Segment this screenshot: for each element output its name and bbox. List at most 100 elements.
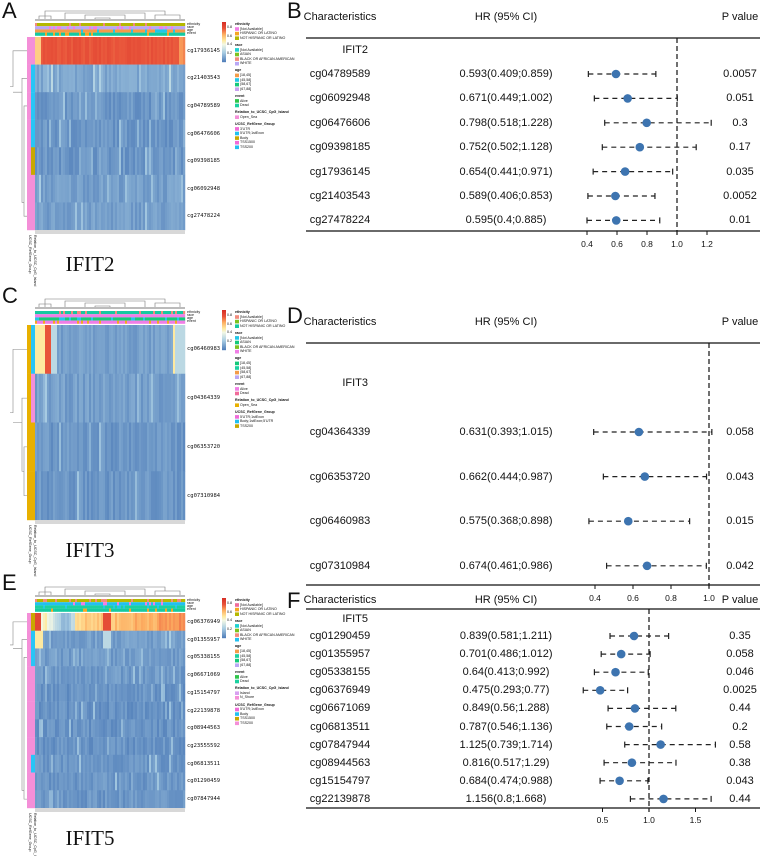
heatmap-cell <box>175 37 178 65</box>
annotation-cell-race <box>67 26 70 30</box>
heatmap-cell <box>45 701 48 720</box>
heatmap-cell <box>167 648 170 667</box>
heatmap-cell <box>173 754 176 773</box>
side-annotation-refgene-group <box>31 648 35 667</box>
colorbar-segment <box>222 48 226 50</box>
heatmap-cell <box>145 683 148 702</box>
heatmap-cell <box>85 422 88 472</box>
annotation-cell-race <box>183 314 186 318</box>
annotation-cell-age <box>63 317 66 321</box>
row-probe-label: cg27478224 <box>309 214 371 227</box>
colorbar-segment <box>222 23 226 25</box>
annotation-cell-age <box>41 29 44 33</box>
annotation-cell-age <box>135 317 138 321</box>
heatmap-cell <box>59 119 62 148</box>
annotation-cell-event <box>135 608 138 612</box>
heatmap-cell <box>163 422 166 472</box>
annotation-cell-event <box>129 320 132 324</box>
annotation-cell-age <box>109 317 112 321</box>
annotation-cell-race <box>131 602 134 606</box>
heatmap-cell <box>87 37 90 65</box>
heatmap-cell <box>87 174 90 203</box>
annotation-cell-race <box>103 314 106 318</box>
heatmap-cell <box>141 471 144 521</box>
heatmap-cell <box>173 92 176 120</box>
heatmap-cell <box>183 202 186 231</box>
annotation-cell-race <box>177 314 180 318</box>
annotation-cell-event <box>141 608 144 612</box>
heatmap-cell <box>125 701 128 720</box>
heatmap-cell <box>149 790 152 809</box>
annotation-cell-event <box>115 32 118 36</box>
heatmap-cell <box>43 37 46 65</box>
row-p-value: 0.44 <box>729 792 751 805</box>
heatmap-cell <box>139 471 142 521</box>
heatmap-cell <box>97 701 100 720</box>
annotation-cell-race <box>139 314 142 318</box>
annotation-cell-event <box>87 32 90 36</box>
heatmap-cell <box>71 471 74 521</box>
heatmap-cell <box>73 119 76 148</box>
heatmap-cell <box>133 119 136 148</box>
colorbar-segment <box>222 330 226 332</box>
legend-swatch <box>235 57 239 61</box>
heatmap-cell <box>163 772 166 791</box>
annotation-cell-age <box>101 317 104 321</box>
legend-item: TSS200 <box>240 720 253 725</box>
annotation-cell-age <box>179 605 182 609</box>
heatmap-cell <box>131 422 134 472</box>
heatmap-cell <box>71 147 74 176</box>
heatmap-cell <box>161 666 164 685</box>
annotation-cell-event <box>109 320 112 324</box>
annotation-cell-age <box>97 317 100 321</box>
legend-item: WHITE <box>240 61 252 66</box>
heatmap-cell <box>81 666 84 685</box>
heatmap-cell <box>55 648 58 667</box>
heatmap-cell <box>53 37 56 65</box>
axis-tick-label: 0.4 <box>581 239 593 249</box>
heatmap-cell <box>89 373 92 423</box>
heatmap-cell <box>137 64 140 93</box>
annotation-cell-ethnicity <box>163 23 166 27</box>
heatmap-cell <box>145 648 148 667</box>
annotation-cell-event <box>123 320 126 324</box>
heatmap-cell <box>55 630 58 649</box>
annotation-cell-race <box>153 314 156 318</box>
annotation-cell-ethnicity <box>117 311 120 315</box>
annotation-cell-event <box>179 32 182 36</box>
annotation-cell-race <box>149 602 152 606</box>
heatmap-cell <box>157 422 160 472</box>
heatmap-cell <box>143 471 146 521</box>
heatmap-cell <box>157 147 160 176</box>
heatmap-cell <box>175 422 178 472</box>
heatmap-cell <box>57 64 60 93</box>
heatmap-cell <box>143 37 146 65</box>
heatmap-cell <box>117 174 120 203</box>
annotation-cell-race <box>85 602 88 606</box>
annotation-cell-ethnicity <box>111 311 114 315</box>
annotation-cell-age <box>69 29 72 33</box>
heatmap-cell <box>53 630 56 649</box>
heatmap-cell <box>153 754 156 773</box>
annotation-cell-ethnicity <box>85 599 88 603</box>
annotation-cell-ethnicity <box>99 23 102 27</box>
heatmap-cell <box>171 737 174 756</box>
annotation-cell-ethnicity <box>159 23 162 27</box>
annotation-cell-ethnicity <box>119 311 122 315</box>
annotation-cell-age <box>115 317 118 321</box>
annotation-cell-event <box>133 32 136 36</box>
annotation-cell-age <box>161 605 164 609</box>
annotation-cell-race <box>107 314 110 318</box>
heatmap-cell <box>177 666 180 685</box>
heatmap-cell <box>121 373 124 423</box>
heatmap-cell <box>155 790 158 809</box>
annotation-cell-event <box>139 608 142 612</box>
annotation-cell-event <box>109 32 112 36</box>
side-annotation-refgene-group <box>31 737 35 756</box>
panel-label-e: E <box>2 570 17 595</box>
heatmap-cell <box>55 174 58 203</box>
heatmap-cell <box>101 92 104 120</box>
annotation-cell-ethnicity <box>117 23 120 27</box>
heatmap-cell <box>65 790 68 809</box>
heatmap-cell <box>101 325 104 374</box>
